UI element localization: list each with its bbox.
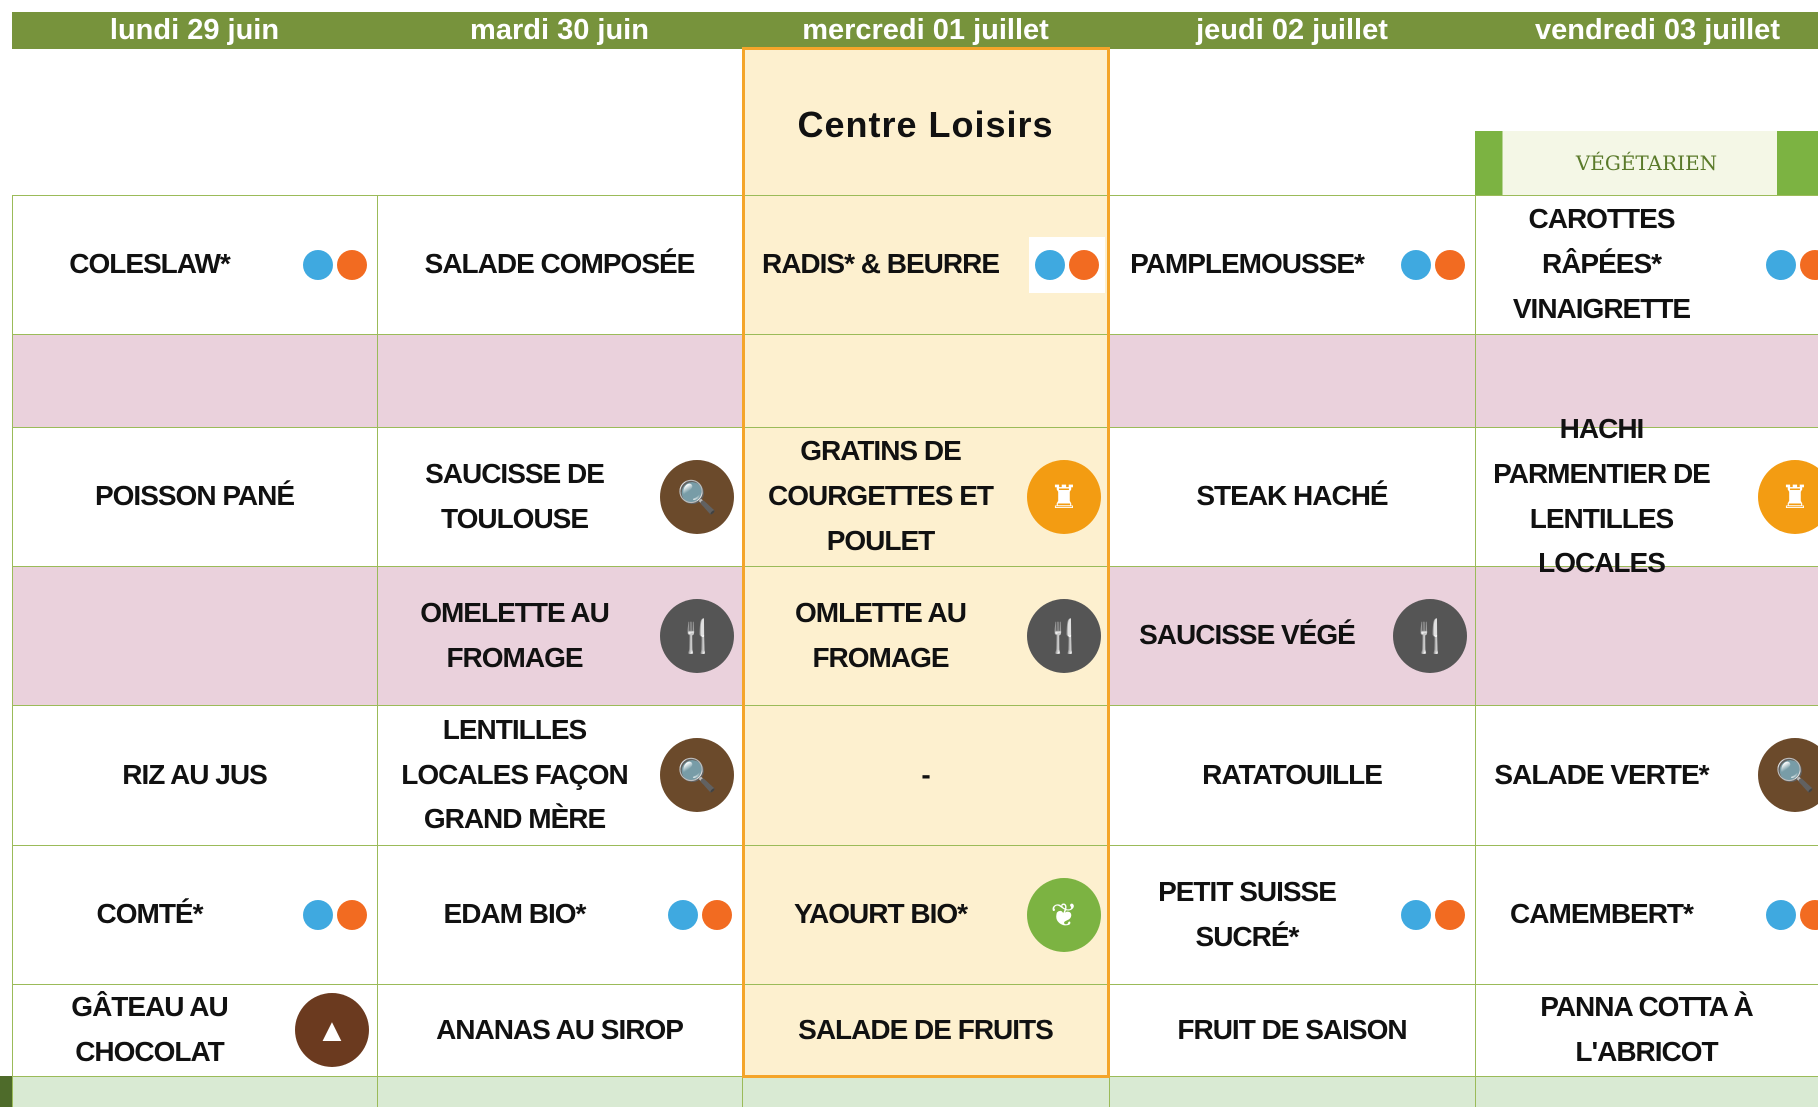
grid-line [377, 195, 378, 1107]
menu-item: LENTILLES LOCALES FAÇON GRAND MÈRE [401, 713, 629, 835]
day-header: jeudi 02 juillet [1196, 14, 1388, 46]
pink-row [1475, 334, 1818, 427]
pink-row [1475, 566, 1818, 705]
grid-line [12, 566, 1818, 567]
grid-line [12, 427, 1818, 428]
grid-line [12, 195, 13, 1107]
special-label: Centre Loisirs [797, 104, 1054, 145]
grid-line [12, 334, 1818, 335]
label-icon: 🔍 [660, 738, 734, 812]
menu-item: SALADE COMPOSÉE [424, 248, 696, 280]
menu-item: COMTÉ* [96, 898, 204, 930]
menu-item: COLESLAW* [69, 248, 231, 280]
label-icon: ♜ [1758, 459, 1818, 534]
label-icon: 🔍 [660, 459, 734, 534]
label-icon [297, 236, 373, 293]
footer-row [0, 1076, 1818, 1107]
label-icon [1395, 236, 1471, 293]
pink-row [1109, 334, 1475, 427]
label-icon [1760, 886, 1818, 943]
menu-item: SAUCISSE DE TOULOUSE [425, 457, 605, 534]
menu-item: RIZ AU JUS [122, 758, 268, 790]
vegetarian-banner: VÉGÉTARIEN [1475, 131, 1818, 195]
grid-line [12, 705, 1818, 706]
label-icon: ❦ [1027, 877, 1101, 952]
menu-item: EDAM BIO* [443, 898, 587, 930]
grid-line [12, 984, 1818, 985]
menu-item: SALADE VERTE* [1494, 758, 1709, 790]
day-header: lundi 29 juin [109, 14, 280, 46]
day-header: mardi 30 juin [470, 14, 649, 46]
pink-row [377, 334, 742, 427]
menu-item: SALADE DE FRUITS [798, 1013, 1054, 1045]
label-icon [297, 886, 373, 943]
menu-item: SAUCISSE VÉGÉ [1139, 619, 1356, 651]
label-icon: ♜ [1027, 459, 1101, 534]
highlight-border [742, 47, 1110, 1078]
label-icon: 🔍 [1758, 738, 1818, 812]
menu-item: FRUIT DE SAISON [1177, 1013, 1407, 1045]
banner-text: VÉGÉTARIEN [1575, 151, 1718, 175]
day-header: vendredi 03 juillet [1535, 14, 1780, 46]
menu-item: GÂTEAU AU CHOCOLAT [71, 991, 228, 1067]
menu-item: YAOURT BIO* [793, 898, 968, 930]
menu-item: GRATINS DE COURGETTES ET POULET [767, 435, 994, 556]
menu-item: - [921, 758, 930, 790]
pink-row [12, 566, 377, 705]
label-icon [1395, 886, 1471, 943]
menu-item: STEAK HACHÉ [1196, 480, 1388, 512]
menu-item: POISSON PANÉ [94, 480, 295, 512]
label-icon: 🍴 [1027, 598, 1101, 673]
menu-item: RADIS* & BEURRE [761, 248, 1000, 280]
label-icon: 🍴 [660, 598, 734, 673]
label-icon [1029, 236, 1105, 293]
label-icon [1760, 236, 1818, 293]
menu-item: OMELETTE AU FROMAGE [420, 596, 610, 673]
grid-line [12, 845, 1818, 846]
label-icon [662, 886, 738, 943]
menu-item: PETIT SUISSE SUCRÉ* [1158, 875, 1337, 952]
label-icon: ▲ [295, 993, 369, 1067]
label-icon: 🍴 [1393, 598, 1467, 673]
header-bar [12, 12, 1818, 49]
day-header: mercredi 01 juillet [802, 14, 1049, 46]
menu-item: CAMEMBERT* [1510, 898, 1694, 930]
grid-line [12, 195, 1818, 196]
pink-row [12, 334, 377, 427]
menu-item: RATATOUILLE [1202, 758, 1383, 790]
menu-item: PAMPLEMOUSSE* [1130, 248, 1365, 280]
footer-edge [0, 1076, 12, 1107]
menu-item: ANANAS AU SIROP [436, 1013, 684, 1045]
menu-item: OMLETTE AU FROMAGE [795, 596, 967, 673]
menu-item: PANNA COTTA À L'ABRICOT [1540, 991, 1754, 1067]
grid-line [1475, 195, 1476, 1107]
menu-item: HACHI PARMENTIER DE LENTILLES LOCALES [1493, 412, 1711, 579]
menu-item: CAROTTES RÂPÉES* VINAIGRETTE [1512, 203, 1691, 324]
